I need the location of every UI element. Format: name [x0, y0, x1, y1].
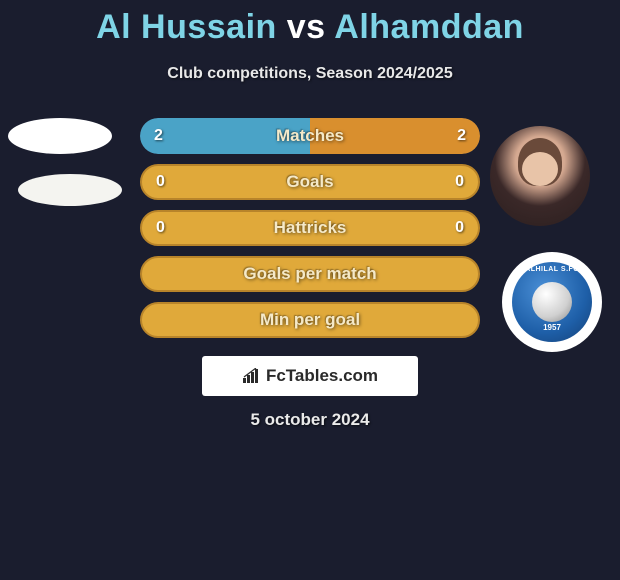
- subtitle: Club competitions, Season 2024/2025: [0, 65, 620, 83]
- page-title: Al Hussain vs Alhamddan: [0, 0, 620, 47]
- stat-value-right: 0: [455, 219, 464, 237]
- stat-value-left: 0: [156, 219, 165, 237]
- club-badge-year: 1957: [543, 323, 561, 332]
- date-line: 5 october 2024: [0, 410, 620, 430]
- stat-label: Hattricks: [274, 218, 347, 238]
- club-badge-inner: ALHILAL S.FC 1957: [512, 262, 592, 342]
- player2-name: Alhamddan: [334, 8, 524, 46]
- stat-value-left: 2: [154, 127, 163, 145]
- club-badge-name: ALHILAL S.FC: [525, 266, 579, 273]
- stat-value-right: 2: [457, 127, 466, 145]
- player2-photo: [490, 126, 590, 226]
- stat-label: Matches: [276, 126, 344, 146]
- infographic-container: Al Hussain vs Alhamddan Club competition…: [0, 0, 620, 580]
- stat-label: Goals per match: [243, 264, 376, 284]
- player1-avatar-ellipse-top: [8, 118, 112, 154]
- watermark-box: FcTables.com: [202, 356, 418, 396]
- stat-row: 2 2 Matches: [140, 118, 480, 154]
- stat-row: Goals per match: [140, 256, 480, 292]
- stat-label: Min per goal: [260, 310, 360, 330]
- stats-area: 2 2 Matches 0 0 Goals 0 0 Hattricks Goals per mat…: [140, 118, 480, 348]
- player1-avatar-ellipse-bottom: [18, 174, 122, 206]
- stat-row: 0 0 Hattricks: [140, 210, 480, 246]
- player1-name: Al Hussain: [96, 8, 277, 46]
- vs-label: vs: [287, 8, 326, 46]
- stat-value-right: 0: [455, 173, 464, 191]
- stat-value-left: 0: [156, 173, 165, 191]
- stat-label: Goals: [286, 172, 333, 192]
- stat-row: 0 0 Goals: [140, 164, 480, 200]
- player2-club-badge: ALHILAL S.FC 1957: [502, 252, 602, 352]
- stat-row: Min per goal: [140, 302, 480, 338]
- watermark-text: FcTables.com: [266, 366, 378, 386]
- bar-chart-icon: [242, 368, 262, 384]
